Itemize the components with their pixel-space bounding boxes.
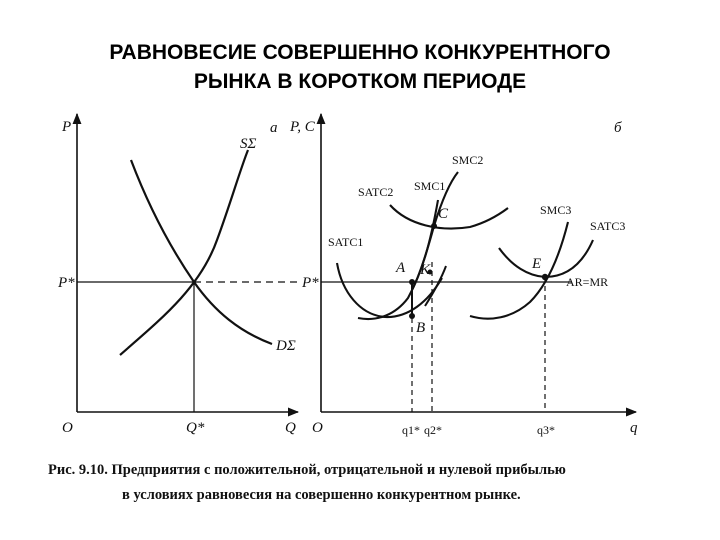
smc3-label: SMC3 xyxy=(540,203,571,217)
supply-label: SΣ xyxy=(240,136,257,152)
satc3-label: SATC3 xyxy=(590,219,625,233)
supply-curve xyxy=(119,149,250,356)
smc2-label: SMC2 xyxy=(452,153,483,167)
figure-caption: Рис. 9.10. Предприятия с положительной, … xyxy=(48,458,688,508)
ar-mr-label: AR=MR xyxy=(566,275,608,289)
point-e xyxy=(541,273,549,281)
panel-b: P, C O q P* б AR=MR SATC1 SMC1 SATC2 SMC… xyxy=(289,112,638,437)
panel-b-y-axis-label: P, C xyxy=(289,119,316,135)
slide-title-line-2: РЫНКА В КОРОТКОМ ПЕРИОДЕ xyxy=(193,70,527,93)
panel-b-letter: б xyxy=(614,120,622,136)
panel-a-origin: O xyxy=(62,420,73,436)
demand-curve xyxy=(129,159,273,346)
panel-a: P O Q P* Q* SΣ DΣ а xyxy=(57,112,300,436)
satc2-label: SATC2 xyxy=(358,185,393,199)
panel-b-x-axis-label: q xyxy=(630,420,638,436)
panel-a-price-label: P* xyxy=(57,275,75,291)
point-b-label: B xyxy=(416,320,425,336)
panel-a-x-axis-label: Q xyxy=(285,420,296,436)
smc3-curve xyxy=(469,221,570,320)
caption-line-2: в условиях равновесия на совершенно конк… xyxy=(122,487,521,503)
satc1-label: SATC1 xyxy=(328,235,363,249)
point-c-label: C xyxy=(438,206,449,222)
point-a xyxy=(409,279,415,285)
point-c xyxy=(431,223,437,229)
smc1-label: SMC1 xyxy=(414,179,445,193)
point-b xyxy=(409,313,415,319)
slide-title-line-1: РАВНОВЕСИЕ СОВЕРШЕННО КОНКУРЕНТНОГО xyxy=(109,41,611,64)
panel-a-y-axis-label: P xyxy=(61,119,71,135)
point-a-label: A xyxy=(395,260,406,276)
panel-a-quantity-label: Q* xyxy=(186,420,205,436)
point-k xyxy=(427,269,433,275)
q1-label: q1* xyxy=(402,423,420,437)
panel-b-price-label: P* xyxy=(301,275,319,291)
smc2-lower-curve xyxy=(424,265,447,307)
point-k-label: K xyxy=(419,262,431,278)
q3-label: q3* xyxy=(537,423,555,437)
panel-b-origin: O xyxy=(312,420,323,436)
point-e-label: E xyxy=(531,256,541,272)
panel-a-letter: а xyxy=(270,120,278,136)
slide-title: РАВНОВЕСИЕ СОВЕРШЕННО КОНКУРЕНТНОГО РЫНК… xyxy=(0,38,720,96)
demand-label: DΣ xyxy=(275,338,296,354)
q2-label: q2* xyxy=(424,423,442,437)
caption-line-1: Рис. 9.10. Предприятия с положительной, … xyxy=(48,462,566,478)
satc3-curve xyxy=(498,239,594,279)
satc2-curve xyxy=(389,204,509,230)
